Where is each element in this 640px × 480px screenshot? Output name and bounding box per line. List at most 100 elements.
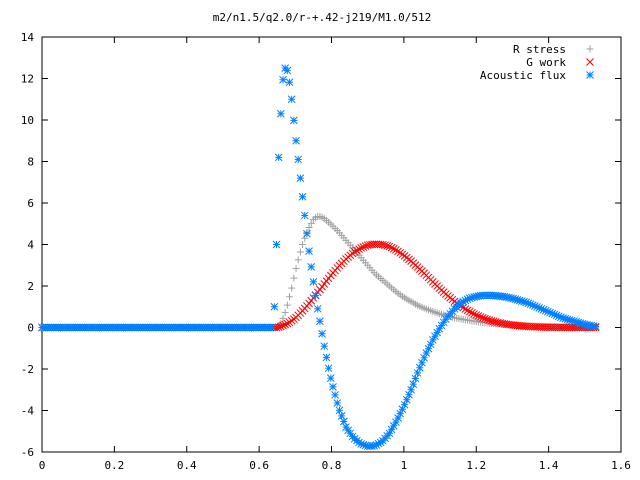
data-point <box>385 242 394 251</box>
data-point <box>357 244 366 252</box>
data-point <box>294 256 302 264</box>
data-point <box>309 277 318 286</box>
data-point <box>285 78 294 87</box>
data-point <box>489 317 498 326</box>
data-point <box>463 306 472 315</box>
data-point <box>420 353 428 362</box>
data-point <box>407 385 415 394</box>
data-point <box>352 246 361 255</box>
y-tick-label: 8 <box>27 156 34 169</box>
data-point <box>329 382 337 391</box>
legend-marker <box>586 45 594 53</box>
data-point <box>292 265 300 273</box>
legend-label: Acoustic flux <box>480 69 566 82</box>
x-tick-label: 1.4 <box>539 459 559 472</box>
y-tick-label: 4 <box>27 239 34 252</box>
data-point <box>324 364 333 373</box>
data-point <box>468 308 476 317</box>
axis-ticks: 0 0.2 0.4 0.6 0.8 1 1.2 1.4 1.6 -6 -4 -2 0 2 4 6 8 10 12 14 <box>21 31 631 472</box>
data-point <box>487 316 496 325</box>
data-point <box>311 291 320 300</box>
data-point <box>307 219 315 227</box>
data-point <box>389 244 398 253</box>
x-tick-label: 1.6 <box>611 459 631 472</box>
data-point <box>331 391 339 399</box>
data-point <box>276 322 285 331</box>
data-point <box>472 311 481 319</box>
data-point <box>290 116 298 125</box>
data-point <box>387 243 396 252</box>
data-point <box>320 342 329 351</box>
data-point <box>379 240 387 249</box>
data-point <box>307 263 316 271</box>
data-point <box>279 314 287 322</box>
y-tick-label: 2 <box>27 280 34 293</box>
plot-marks <box>38 64 600 451</box>
legend-marker <box>586 58 594 66</box>
data-point <box>290 274 298 282</box>
x-tick-label: 0.2 <box>104 459 124 472</box>
y-tick-label: -4 <box>21 405 35 418</box>
data-point <box>465 307 474 316</box>
y-tick-label: 6 <box>27 197 34 210</box>
data-point <box>392 246 400 254</box>
data-point <box>270 302 279 311</box>
data-point <box>305 247 313 255</box>
data-point <box>296 248 304 256</box>
data-point <box>483 315 491 324</box>
data-point <box>279 75 287 84</box>
data-point <box>272 240 281 249</box>
data-point <box>359 243 368 251</box>
data-point <box>276 109 285 118</box>
data-point <box>361 242 370 250</box>
y-tick-label: -2 <box>21 363 34 376</box>
data-point <box>355 245 363 254</box>
series-r-stress <box>38 212 600 331</box>
data-point <box>299 241 307 248</box>
data-point <box>286 293 294 301</box>
series-g-work <box>38 240 600 332</box>
data-point <box>476 313 485 321</box>
data-point <box>294 155 303 164</box>
legend-label: G work <box>526 56 566 69</box>
data-point <box>350 248 359 256</box>
legend-marker <box>586 71 594 79</box>
data-point <box>288 284 296 292</box>
data-point <box>287 95 296 104</box>
data-point <box>481 314 489 323</box>
data-point <box>591 322 600 331</box>
y-tick-label: 12 <box>21 73 34 86</box>
data-point <box>298 192 307 201</box>
data-point <box>279 321 287 330</box>
x-tick-label: 0.8 <box>322 459 342 472</box>
data-point <box>281 320 290 329</box>
data-point <box>470 310 478 318</box>
data-point <box>283 301 291 309</box>
chart-title: m2/n1.5/q2.0/r-+.42-j219/M1.0/512 <box>213 11 432 24</box>
data-point <box>274 323 283 331</box>
data-point <box>485 316 494 325</box>
data-point <box>381 241 389 250</box>
y-tick-label: -6 <box>21 446 34 459</box>
data-point <box>474 312 483 320</box>
x-tick-label: 0 <box>39 459 46 472</box>
data-point <box>268 323 277 332</box>
data-point <box>305 223 313 231</box>
data-point <box>322 353 331 362</box>
data-point <box>326 374 335 382</box>
data-point <box>281 309 289 317</box>
data-point <box>292 136 300 145</box>
x-tick-label: 1 <box>401 459 408 472</box>
y-tick-label: 14 <box>21 31 35 44</box>
legend-label: R stress <box>513 43 566 56</box>
data-point <box>283 66 292 75</box>
data-point <box>296 174 305 182</box>
data-point <box>316 317 324 326</box>
data-point <box>333 399 342 407</box>
x-tick-label: 0.6 <box>249 459 269 472</box>
data-point <box>300 211 309 220</box>
plot-area-frame <box>41 36 622 453</box>
data-point <box>383 242 392 250</box>
